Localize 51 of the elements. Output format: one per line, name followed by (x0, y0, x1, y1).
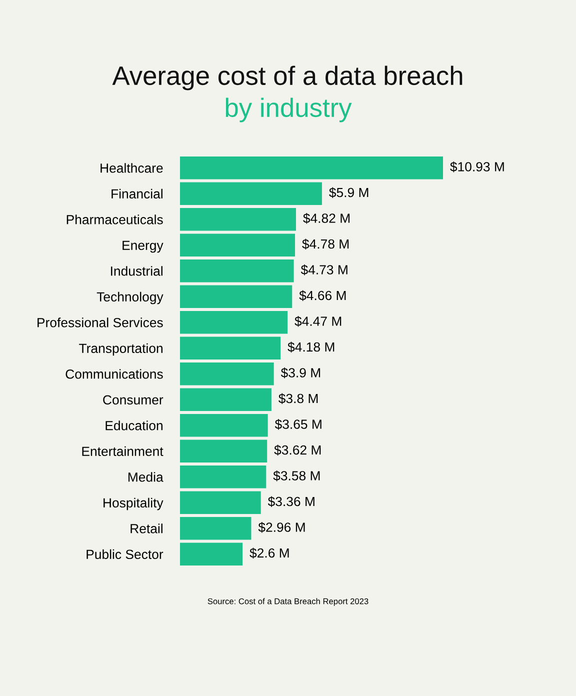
bar (180, 491, 261, 514)
bar (180, 208, 296, 231)
data-label: $4.66 M (299, 290, 346, 301)
y-tick-label: Media (128, 472, 164, 482)
y-tick-label: Healthcare (100, 163, 163, 173)
source-note: Source: Cost of a Data Breach Report 2023 (208, 598, 368, 606)
data-label: $2.96 M (258, 522, 305, 533)
y-tick-label: Retail (130, 524, 162, 534)
chart-subtitle: by industry (226, 98, 352, 122)
data-label: $4.82 M (303, 213, 350, 224)
data-label: $4.18 M (288, 342, 334, 352)
y-tick-label: Hospitality (104, 498, 164, 510)
y-tick-label: Financial (112, 188, 162, 199)
y-tick-label: Technology (96, 292, 164, 304)
bar (180, 285, 292, 308)
bar (180, 388, 272, 411)
y-tick-label: Transportation (79, 343, 162, 356)
data-label: $3.65 M (274, 419, 322, 430)
data-label: $3.9 M (280, 368, 320, 378)
data-label: $3.36 M (268, 496, 314, 507)
bar (180, 182, 322, 205)
bar (180, 414, 268, 437)
bar (180, 156, 443, 180)
bar (180, 260, 294, 282)
data-label: $4.47 M (294, 316, 342, 327)
chart-title: Average cost of a data breach (112, 66, 462, 90)
y-tick-label: Communications (66, 369, 163, 379)
data-label: $4.78 M (302, 238, 349, 250)
y-tick-label: Entertainment (82, 446, 164, 456)
bar (180, 234, 296, 256)
data-label: $4.73 M (300, 264, 348, 276)
y-tick-label: Industrial (111, 266, 162, 276)
bar (180, 517, 252, 540)
y-tick-label: Professional Services (38, 318, 163, 328)
data-label: $2.6 M (250, 548, 289, 558)
y-tick-label: Consumer (103, 395, 164, 405)
data-label: $3.8 M (278, 393, 318, 404)
y-tick-label: Public Sector (86, 549, 164, 560)
bar (180, 311, 288, 334)
bar (180, 336, 281, 360)
bar (180, 440, 268, 462)
y-tick-label: Pharmaceuticals (66, 214, 163, 224)
data-label: $3.58 M (273, 470, 320, 482)
data-label: $5.9 M (329, 187, 368, 198)
data-label: $10.93 M (450, 162, 504, 172)
data-label: $3.62 M (274, 444, 321, 456)
y-tick-label: Energy (122, 240, 164, 253)
bar (180, 362, 274, 386)
bar (180, 466, 266, 488)
y-tick-label: Education (106, 420, 162, 430)
bar (180, 542, 243, 566)
